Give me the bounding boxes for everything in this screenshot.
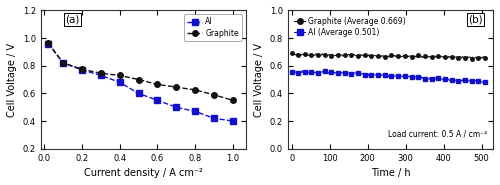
Graphite <box>192 89 198 91</box>
Graphite <box>154 83 160 85</box>
Al <box>136 92 141 95</box>
Graphite <box>79 68 85 70</box>
Al <box>45 43 51 45</box>
Text: Load current: 0.5 A / cm⁻²: Load current: 0.5 A / cm⁻² <box>388 130 487 139</box>
Graphite <box>136 78 141 81</box>
Text: (b): (b) <box>468 15 483 25</box>
Al <box>60 62 66 64</box>
Graphite <box>230 99 235 101</box>
Al <box>154 99 160 101</box>
Al <box>173 106 179 108</box>
Al <box>192 110 198 112</box>
Y-axis label: Cell Voltage / V: Cell Voltage / V <box>7 43 17 117</box>
Graphite <box>60 62 66 64</box>
Al <box>98 74 104 77</box>
Al <box>79 69 85 71</box>
Graphite <box>173 86 179 88</box>
X-axis label: Time / h: Time / h <box>370 168 410 178</box>
Graphite <box>116 74 122 77</box>
Al <box>211 117 217 119</box>
Legend: Al, Graphite: Al, Graphite <box>184 14 242 41</box>
Text: (a): (a) <box>65 15 80 25</box>
Al <box>230 120 235 122</box>
Graphite <box>211 94 217 96</box>
Legend: Graphite (Average 0.669), Al (Average 0.501): Graphite (Average 0.669), Al (Average 0.… <box>292 14 408 39</box>
Y-axis label: Cell Voltage / V: Cell Voltage / V <box>254 43 264 117</box>
Al <box>116 81 122 83</box>
X-axis label: Current density / A cm⁻²: Current density / A cm⁻² <box>84 168 202 178</box>
Graphite <box>45 42 51 44</box>
Line: Graphite: Graphite <box>46 40 236 103</box>
Line: Al: Al <box>46 41 236 124</box>
Graphite <box>98 72 104 74</box>
